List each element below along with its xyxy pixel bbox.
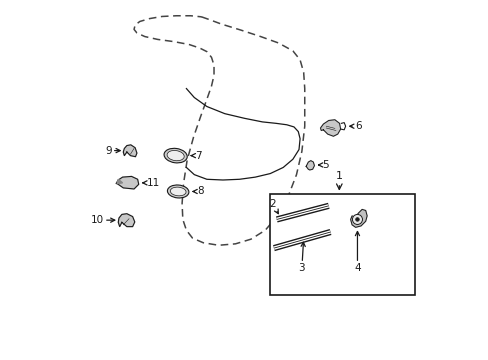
Circle shape: [352, 215, 362, 225]
Text: 9: 9: [105, 145, 120, 156]
Polygon shape: [117, 179, 122, 184]
Polygon shape: [123, 145, 137, 157]
Polygon shape: [118, 214, 135, 226]
Text: 2: 2: [269, 199, 278, 213]
Polygon shape: [350, 210, 366, 227]
Text: 5: 5: [318, 160, 328, 170]
Ellipse shape: [167, 185, 188, 198]
Text: 4: 4: [353, 231, 360, 273]
Text: 11: 11: [142, 178, 160, 188]
Text: 7: 7: [191, 150, 201, 161]
Ellipse shape: [164, 148, 187, 163]
Text: 1: 1: [335, 171, 342, 181]
Polygon shape: [305, 161, 314, 170]
Text: 10: 10: [91, 215, 115, 225]
Text: 8: 8: [193, 186, 203, 197]
Text: 3: 3: [298, 242, 305, 273]
Ellipse shape: [170, 187, 185, 196]
Text: 6: 6: [349, 121, 361, 131]
Circle shape: [355, 218, 359, 221]
Polygon shape: [116, 176, 139, 189]
Ellipse shape: [167, 150, 184, 161]
Polygon shape: [320, 120, 340, 136]
Bar: [269, 194, 414, 295]
